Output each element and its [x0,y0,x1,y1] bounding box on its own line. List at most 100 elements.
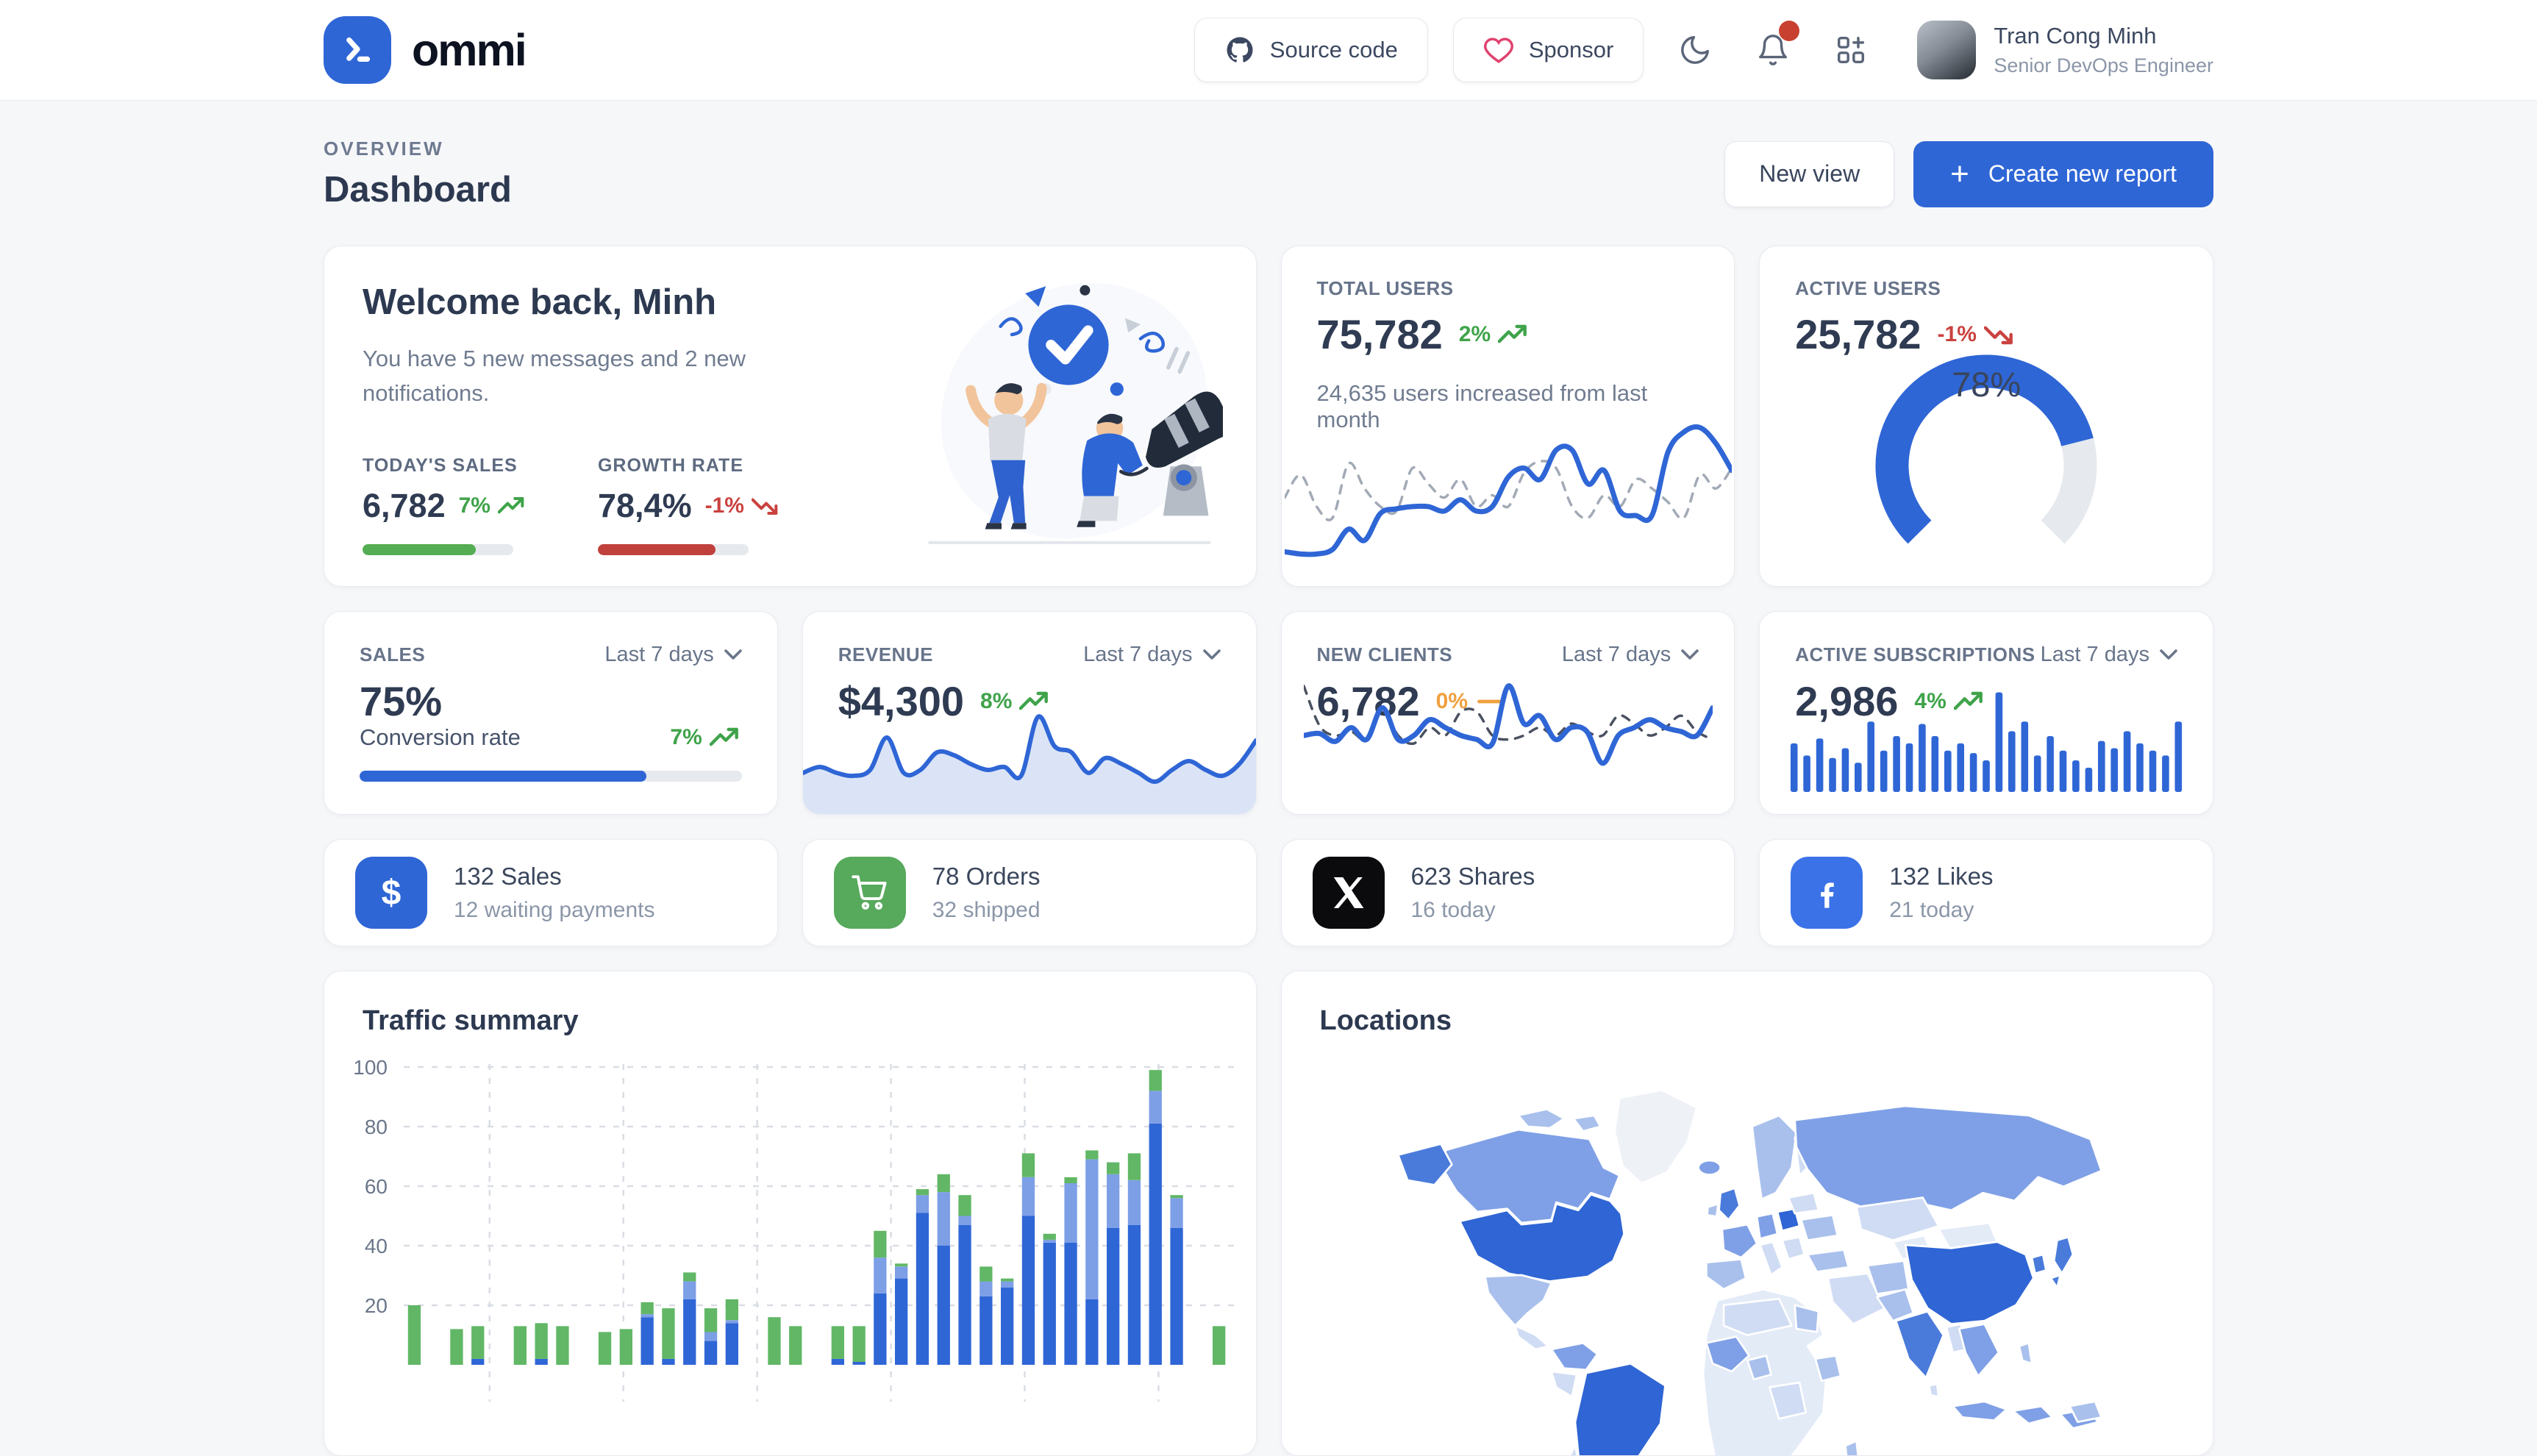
subscriptions-delta: 4% [1914,689,1985,714]
user-menu[interactable]: Tran Cong Minh Senior DevOps Engineer [1917,21,2213,79]
new-clients-value: 6,782 [1316,678,1420,724]
new-view-button[interactable]: New view [1724,140,1895,207]
stat-label: TODAY'S SALES [363,455,518,476]
subscriptions-chart [1788,680,2185,792]
svg-text:60: 60 [365,1175,388,1198]
revenue-value: $4,300 [838,678,965,724]
orders-tile: 78 Orders 32 shipped [802,839,1257,946]
active-users-value: 25,782 [1795,311,1922,357]
create-report-button[interactable]: + Create new report [1913,140,2213,207]
traffic-summary-card: Traffic summary 100 80 60 40 20 [324,971,1257,1456]
avatar [1917,21,1977,79]
tile-subtitle: 21 today [1889,898,1974,922]
sponsor-label: Sponsor [1528,37,1614,63]
total-users-chart [1284,416,1732,574]
welcome-card: Welcome back, Minh You have 5 new messag… [324,246,1257,587]
shares-tile: 623 Shares 16 today [1280,839,1735,946]
svg-text:80: 80 [365,1116,388,1138]
today-sales-stat: TODAY'S SALES 6,782 7% [363,455,527,555]
sales-card: SALES Last 7 days 75% Conversion rate 7% [324,611,778,815]
terminal-logo-icon [324,16,391,84]
card-label: ACTIVE SUBSCRIPTIONS [1795,643,2035,665]
svg-text:20: 20 [365,1294,388,1317]
traffic-summary-chart: 100 80 60 40 20 [352,1057,1234,1454]
source-code-label: Source code [1269,37,1398,63]
likes-tile: 132 Likes 21 today [1759,839,2213,946]
tile-title: 623 Shares [1410,863,1535,890]
tile-subtitle: 12 waiting payments [454,898,655,922]
dark-mode-toggle[interactable] [1669,24,1721,76]
card-label: NEW CLIENTS [1316,643,1453,665]
tile-title: 132 Sales [454,863,562,890]
github-icon [1227,37,1253,63]
total-users-card: TOTAL USERS 75,782 2% 24,635 users incre… [1280,246,1735,587]
x-icon [1312,857,1385,929]
svg-text:100: 100 [353,1057,388,1079]
cards-grid: Welcome back, Minh You have 5 new messag… [324,246,2213,1456]
stat-value: 78,4% [597,487,692,524]
stat-label: GROWTH RATE [597,455,743,476]
dashboard-main: OVERVIEW Dashboard New view + Create new… [324,101,2213,1456]
tile-title: 78 Orders [932,863,1041,890]
subscriptions-value: 2,986 [1795,678,1899,724]
active-users-card: ACTIVE USERS 25,782 -1% 78% [1759,246,2213,587]
apps-button[interactable] [1824,24,1877,76]
chevron-down-icon [1681,649,1699,660]
section-title: Traffic summary [363,1005,579,1036]
welcome-message: You have 5 new messages and 2 new notifi… [363,346,746,406]
section-title: Locations [1319,1005,1452,1036]
revenue-card: REVENUE Last 7 days $4,300 8% [802,611,1257,815]
chevron-down-icon [2160,649,2177,660]
sponsor-button[interactable]: Sponsor [1452,18,1644,82]
user-role: Senior DevOps Engineer [1994,54,2213,76]
conversion-delta: 7% [670,725,741,750]
breadcrumb-kicker: OVERVIEW [324,138,444,160]
active-users-delta: -1% [1938,322,2016,347]
sales-value: 75% [360,678,443,724]
new-clients-card: NEW CLIENTS Last 7 days 6,782 0% [1280,611,1735,815]
growth-rate-stat: GROWTH RATE 78,4% -1% [597,455,781,555]
total-users-note: 24,635 users increased from last month [1316,380,1648,432]
page-title: Dashboard [324,170,512,210]
notification-dot [1779,21,1800,41]
brand-name: ommi [412,25,527,75]
period-dropdown[interactable]: Last 7 days [1562,643,1699,667]
gauge-percentage: 78% [1952,365,2022,404]
notifications-button[interactable] [1746,21,1800,76]
progress-bar [597,544,749,555]
dollar-icon: $ [355,857,427,929]
chevron-down-icon [724,649,742,660]
card-label: SALES [360,643,426,665]
celebration-illustration [928,282,1223,544]
source-code-button[interactable]: Source code [1193,18,1428,82]
brand[interactable]: ommi [324,16,527,84]
conversion-rate-label: Conversion rate [360,724,521,750]
welcome-title: Welcome back, Minh [363,282,717,322]
bell-icon [1759,35,1788,65]
stat-delta: -1% [705,493,781,518]
create-report-label: Create new report [1988,160,2177,187]
period-dropdown[interactable]: Last 7 days [1083,643,1221,667]
card-label: REVENUE [838,643,933,665]
active-users-gauge [1760,330,2213,580]
page-head: OVERVIEW Dashboard New view + Create new… [324,101,2213,246]
locations-card: Locations [1280,971,2213,1456]
svg-text:40: 40 [365,1235,388,1257]
stat-delta: 7% [459,493,527,518]
progress-bar [363,544,513,555]
period-dropdown[interactable]: Last 7 days [2041,643,2177,667]
world-map [1352,1074,2143,1455]
card-label: ACTIVE USERS [1795,277,1941,299]
sales-tile: $ 132 Sales 12 waiting payments [324,839,778,946]
cart-icon [833,857,906,929]
new-clients-chart [1303,666,1713,795]
new-clients-delta: 0% [1435,688,1505,713]
user-name: Tran Cong Minh [1994,23,2157,49]
chevron-down-icon [1202,649,1221,660]
total-users-delta: 2% [1459,322,1530,347]
moon-icon [1681,36,1710,64]
period-dropdown[interactable]: Last 7 days [604,643,742,667]
total-users-value: 75,782 [1316,311,1443,357]
facebook-icon [1791,857,1863,929]
subscriptions-card: ACTIVE SUBSCRIPTIONS Last 7 days 2,986 4… [1759,611,2213,815]
